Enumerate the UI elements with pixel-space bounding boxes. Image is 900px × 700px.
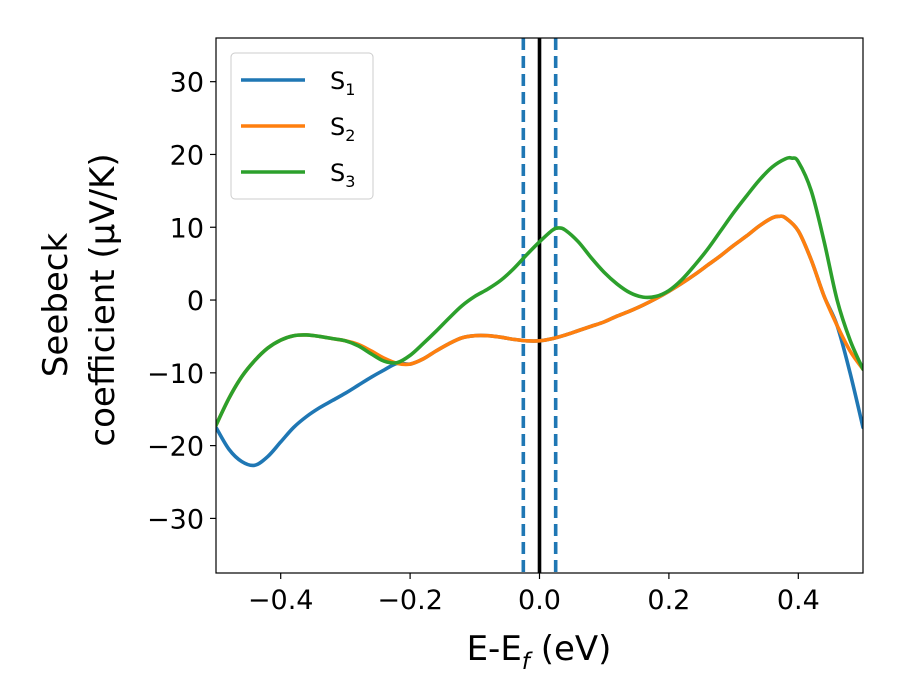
- x-tick-label: 0.0: [518, 585, 561, 616]
- y-tick-label: 10: [170, 213, 204, 244]
- x-tick-label: −0.2: [377, 585, 443, 616]
- series-line-s3: [216, 155, 863, 428]
- y-axis-title-line-1: Seebeck: [36, 233, 76, 378]
- x-tick-label: 0.2: [647, 585, 690, 616]
- reference-lines: [521, 38, 558, 573]
- legend-label: S3: [330, 159, 355, 191]
- y-tick-label: −20: [147, 432, 204, 463]
- x-tick-label: 0.4: [777, 585, 820, 616]
- y-tick-label: −10: [147, 359, 204, 390]
- y-tick-label: 20: [170, 140, 204, 171]
- y-tick-label: −30: [147, 504, 204, 535]
- legend-label: S2: [330, 113, 355, 145]
- x-axis-title: E-Ef (eV): [467, 629, 612, 675]
- legend: S1 S2 S3: [230, 52, 374, 200]
- legend-label: S1: [330, 67, 355, 99]
- x-tick-label: −0.4: [248, 585, 314, 616]
- y-axis-title-line-2: coefficient (μV/K): [83, 153, 123, 446]
- y-tick-label: 0: [187, 286, 204, 317]
- x-axis: −0.4 −0.2 0.0 0.2 0.4: [248, 573, 820, 616]
- series-lines: [216, 155, 863, 468]
- y-axis-title: Seebeck coefficient (μV/K): [36, 153, 123, 446]
- y-axis: −30 −20 −10 0 10 20 30: [147, 68, 216, 535]
- y-tick-label: 30: [170, 68, 204, 99]
